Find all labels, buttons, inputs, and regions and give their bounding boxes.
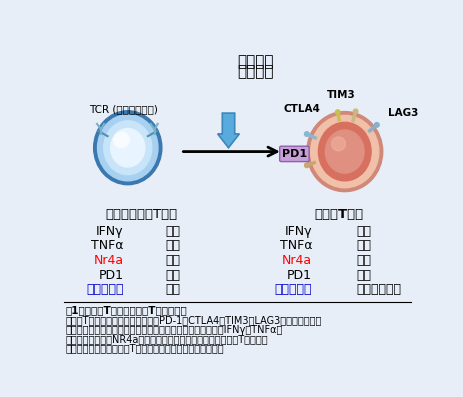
Text: 高い: 高い [164, 283, 180, 296]
Circle shape [374, 123, 378, 127]
Text: 低い: 低い [356, 239, 370, 252]
Text: CTLA4: CTLA4 [283, 104, 320, 114]
Text: 高い: 高い [356, 269, 370, 281]
Circle shape [304, 163, 308, 168]
Text: 腫瑞攻撃能: 腫瑞攻撃能 [86, 283, 124, 296]
FancyBboxPatch shape [279, 146, 308, 162]
Text: ポイント分子の発現が高く、抗腫瑞性のサイトカインであるIFNγやTNFαの: ポイント分子の発現が高く、抗腫瑞性のサイトカインであるIFNγやTNFαの [66, 325, 282, 335]
Text: 腫瑞攻撃能: 腫瑞攻撃能 [274, 283, 312, 296]
Text: 発現が低い。またNR4a転写因子は発現が高い。よって活性化T細胞は抗: 発現が低い。またNR4a転写因子は発現が高い。よって活性化T細胞は抗 [66, 334, 268, 344]
Text: 腫瑞環境: 腫瑞環境 [237, 65, 273, 79]
Text: TNFα: TNFα [279, 239, 312, 252]
Text: PD1: PD1 [281, 149, 307, 159]
Circle shape [335, 110, 339, 114]
Text: 高い: 高い [164, 239, 180, 252]
Text: 図1　活性化T細胞と疲弊化T細胞の違い: 図1 活性化T細胞と疲弊化T細胞の違い [66, 306, 187, 316]
Ellipse shape [104, 121, 151, 175]
Text: 低い: 低い [164, 254, 180, 267]
Text: Nr4a: Nr4a [282, 254, 312, 267]
Text: Nr4a: Nr4a [94, 254, 124, 267]
FancyArrow shape [217, 113, 239, 148]
Text: TNFα: TNFα [91, 239, 124, 252]
Text: PD1: PD1 [99, 269, 124, 281]
Text: 疲弊化T細胞では抑制性分子であるPD-1、CTLA4、TIM3、LAG3などのチェック: 疲弊化T細胞では抑制性分子であるPD-1、CTLA4、TIM3、LAG3などのチ… [66, 316, 321, 326]
Text: 低い: 低い [356, 225, 370, 238]
Text: LAG3: LAG3 [388, 108, 418, 118]
Text: 高い: 高い [356, 254, 370, 267]
Text: 低い: 低い [164, 269, 180, 281]
Ellipse shape [97, 115, 157, 181]
Text: PD1: PD1 [287, 269, 312, 281]
Ellipse shape [318, 122, 370, 181]
Ellipse shape [310, 116, 378, 188]
Text: 高い: 高い [164, 225, 180, 238]
Text: ほとんどない: ほとんどない [356, 283, 400, 296]
Ellipse shape [325, 130, 363, 173]
Text: IFNγ: IFNγ [96, 225, 124, 238]
Circle shape [352, 109, 357, 114]
Text: 疲弊化T細胞: 疲弊化T細胞 [313, 208, 363, 221]
Circle shape [304, 132, 308, 136]
Text: 腫瑞能が高いが、疲弊化T細胞は腫瑞攻撃力が極めて低い。: 腫瑞能が高いが、疲弊化T細胞は腫瑞攻撃力が極めて低い。 [66, 343, 224, 353]
Text: がん抗原: がん抗原 [237, 54, 273, 69]
Ellipse shape [94, 111, 162, 185]
Text: TCR (ト細胞受容体): TCR (ト細胞受容体) [89, 105, 158, 115]
Ellipse shape [306, 112, 382, 192]
Text: 腫瑞内活性化T細胞: 腫瑞内活性化T細胞 [106, 208, 177, 221]
Text: TIM3: TIM3 [326, 91, 355, 100]
Ellipse shape [111, 129, 144, 167]
Text: IFNγ: IFNγ [284, 225, 312, 238]
Ellipse shape [331, 137, 345, 151]
Ellipse shape [113, 132, 129, 148]
